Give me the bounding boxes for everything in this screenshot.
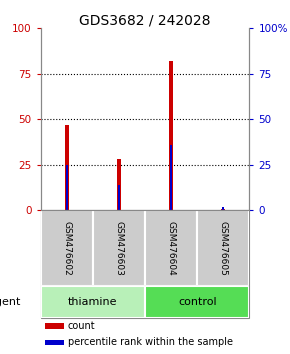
Bar (118, 185, 120, 210)
Text: control: control (178, 297, 217, 307)
Text: GSM476604: GSM476604 (166, 221, 176, 275)
Bar (41, 210, 93, 286)
Bar (221, 209, 225, 210)
Text: thiamine: thiamine (68, 297, 117, 307)
Text: GSM476602: GSM476602 (62, 221, 71, 275)
Bar (117, 159, 121, 210)
Bar (222, 207, 224, 210)
Bar (170, 145, 172, 210)
Bar (93, 210, 145, 286)
Bar (145, 286, 249, 318)
Bar (145, 210, 197, 286)
Text: GSM476605: GSM476605 (219, 221, 228, 275)
Bar (45, 324, 64, 329)
Bar (45, 339, 64, 345)
Text: agent: agent (0, 297, 21, 307)
Title: GDS3682 / 242028: GDS3682 / 242028 (79, 13, 211, 27)
Bar (65, 125, 69, 210)
Bar (169, 61, 173, 210)
Text: percentile rank within the sample: percentile rank within the sample (68, 337, 233, 347)
Bar (197, 210, 249, 286)
Text: count: count (68, 321, 95, 331)
Bar (66, 165, 68, 210)
Text: GSM476603: GSM476603 (114, 221, 124, 275)
Bar (41, 286, 145, 318)
